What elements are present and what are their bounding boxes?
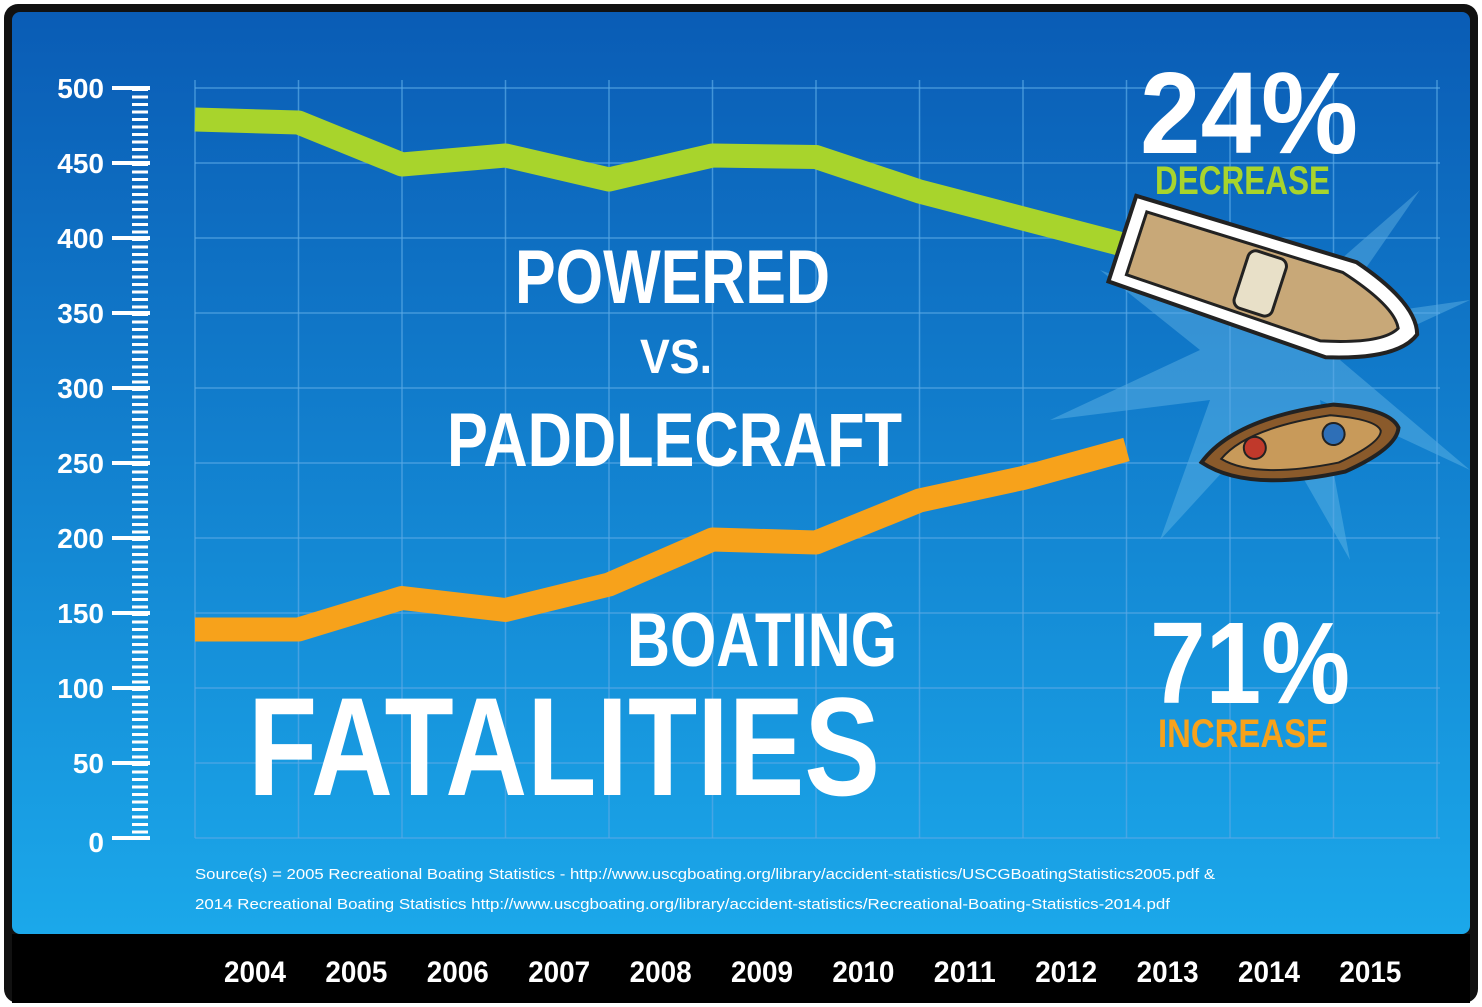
x-tick-label: 2011	[934, 956, 996, 989]
source: Source(s) = 2005 Recreational Boating St…	[195, 866, 1215, 883]
y-tick-label: 100	[57, 673, 104, 704]
headline: POWERED VS. PADDLECRAFT BOATING FATALITI…	[248, 235, 902, 825]
y-tick-label: 450	[57, 148, 104, 179]
x-tick-label: 2014	[1238, 956, 1300, 989]
annotation-value: 71%	[1150, 598, 1350, 728]
y-tick-label: 250	[57, 448, 104, 479]
lines	[194, 107, 1130, 642]
x-tick-label: 2007	[528, 956, 590, 989]
y-tick-label: 350	[57, 298, 104, 329]
x-tick-label: 2012	[1035, 956, 1097, 989]
x-tick-label: 2004	[224, 956, 286, 989]
x-tick-label: 2006	[427, 956, 489, 989]
annotation-label: INCREASE	[1158, 712, 1328, 756]
series-line	[195, 437, 1130, 642]
subtitle-line: BOATING	[627, 598, 897, 683]
y-tick-label: 0	[88, 827, 104, 858]
y-tick-label: 150	[57, 598, 104, 629]
year-bar	[12, 934, 1470, 1003]
y-tick-label: 50	[73, 748, 104, 779]
title-line: POWERED	[515, 235, 830, 320]
y-tick-label: 300	[57, 373, 104, 404]
x-tick-label: 2010	[832, 956, 894, 989]
grid: 0 50 100 150 200 250 300 350 400 450 500	[57, 73, 1440, 858]
x-tick-label: 2015	[1339, 956, 1401, 989]
title-line: VS.	[640, 331, 712, 384]
annotations: 24% DECREASE 71% INCREASE	[1140, 48, 1358, 756]
y-tick-label: 400	[57, 223, 104, 254]
x-tick-label: 2005	[325, 956, 387, 989]
starburst	[1050, 190, 1470, 560]
x-tick-label: 2013	[1137, 956, 1199, 989]
x-tick-label: 2009	[731, 956, 793, 989]
subtitle-line: FATALITIES	[248, 668, 880, 825]
annotation-label: DECREASE	[1155, 159, 1330, 203]
annotation-value: 24%	[1140, 48, 1358, 178]
y-tick-label: 500	[57, 73, 104, 104]
powered-boat	[1105, 193, 1420, 360]
series-line	[194, 107, 1130, 258]
title-line: PADDLECRAFT	[447, 398, 902, 483]
paddle-boat	[1198, 402, 1401, 483]
x-tick-label: 2008	[630, 956, 692, 989]
y-tick-label: 200	[57, 523, 104, 554]
source: 2014 Recreational Boating Statistics htt…	[195, 896, 1171, 913]
